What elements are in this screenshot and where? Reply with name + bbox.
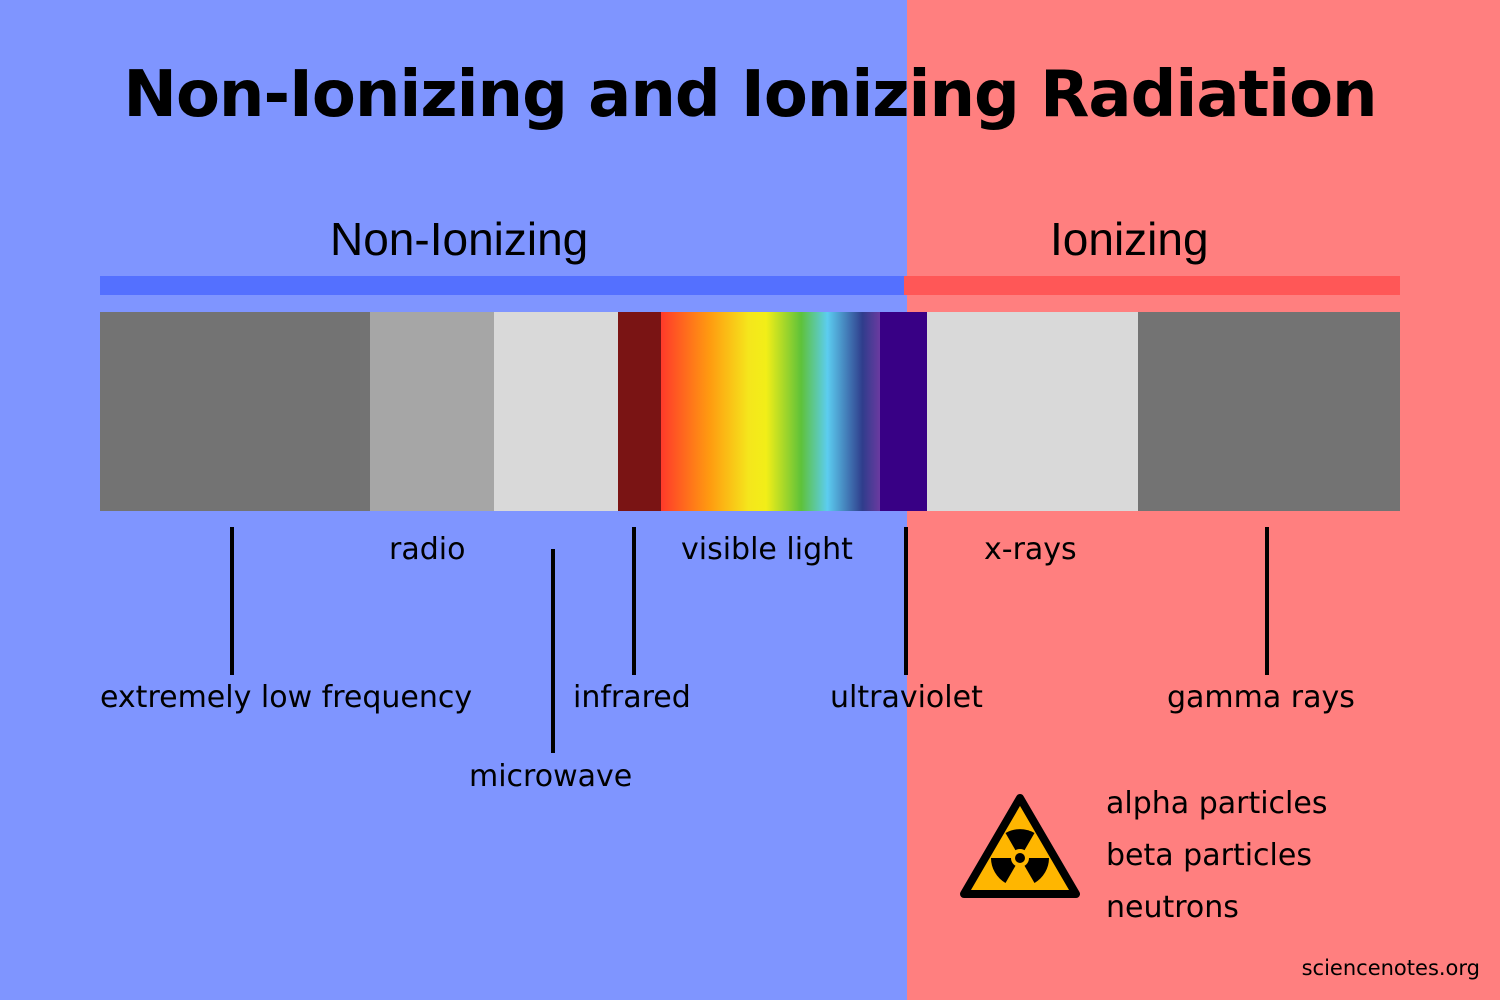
tick-ultraviolet bbox=[904, 527, 908, 675]
particle-neutrons: neutrons bbox=[1106, 890, 1239, 925]
label-microwave: microwave bbox=[469, 759, 633, 794]
band-ultraviolet bbox=[880, 312, 927, 511]
band-extremely-low-frequency bbox=[100, 312, 370, 511]
ionizing-bar bbox=[904, 276, 1400, 295]
tick-infrared bbox=[632, 527, 636, 675]
label-ultraviolet: ultraviolet bbox=[830, 680, 983, 715]
source-credit: sciencenotes.org bbox=[1301, 956, 1480, 980]
tick-extremely-low-frequency bbox=[230, 527, 234, 675]
band-visible-light bbox=[661, 312, 880, 511]
label-visible-light: visible light bbox=[681, 532, 853, 567]
label-extremely-low-frequency: extremely low frequency bbox=[100, 680, 473, 715]
band-gamma-rays bbox=[1138, 312, 1400, 511]
non-ionizing-bar bbox=[100, 276, 904, 295]
label-infrared: infrared bbox=[573, 680, 691, 715]
band-infrared bbox=[618, 312, 661, 511]
particle-list: alpha particles beta particles neutrons bbox=[1106, 778, 1327, 934]
label-radio: radio bbox=[389, 532, 466, 567]
particle-beta: beta particles bbox=[1106, 838, 1312, 873]
band-microwave bbox=[494, 312, 618, 511]
band-radio bbox=[370, 312, 494, 511]
label-x-rays: x-rays bbox=[984, 532, 1077, 567]
diagram-title: Non-Ionizing and Ionizing Radiation bbox=[123, 58, 1377, 132]
ionizing-label: Ionizing bbox=[1050, 213, 1209, 265]
label-gamma-rays: gamma rays bbox=[1167, 680, 1355, 715]
tick-microwave bbox=[551, 549, 555, 753]
radiation-hazard-icon bbox=[960, 794, 1080, 898]
non-ionizing-label: Non-Ionizing bbox=[330, 213, 589, 265]
tick-gamma-rays bbox=[1265, 527, 1269, 675]
band-x-rays bbox=[927, 312, 1138, 511]
particle-alpha: alpha particles bbox=[1106, 786, 1328, 821]
